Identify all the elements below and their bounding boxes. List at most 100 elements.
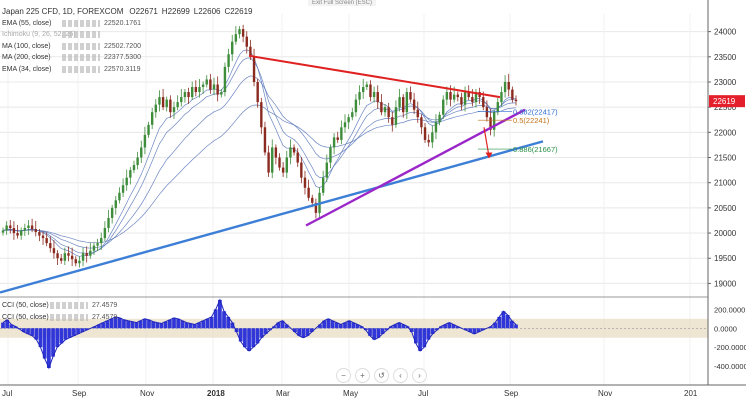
candle-body <box>63 253 67 261</box>
exit-fullscreen-button[interactable]: Exit Full Screen (ESC) <box>308 0 377 6</box>
price-tick-label: 24000 <box>714 28 737 37</box>
candle-body <box>340 127 343 140</box>
price-tick-label: 21500 <box>714 154 737 163</box>
cci-axis[interactable]: 200.0000 0.0000 -200.0000 -400.0000 <box>714 305 746 371</box>
candle-body <box>147 124 150 135</box>
candle-body <box>503 81 507 93</box>
candle-body <box>492 112 496 130</box>
candle-body <box>394 107 398 125</box>
indicator-value: 22570.3119 <box>104 65 141 73</box>
candle-body <box>496 102 500 113</box>
candle-body <box>19 230 23 236</box>
indicator-label: CCI (50, close) <box>2 313 49 321</box>
indicator-value: 22377.5300 <box>104 54 141 61</box>
candle-body <box>256 81 259 103</box>
candle-body <box>303 177 307 188</box>
indicator-row[interactable]: Ichimoku (9, 26, 52, 26) <box>2 29 252 41</box>
candle-body <box>30 225 34 230</box>
candle-body <box>1 230 5 233</box>
candle-body <box>391 117 394 125</box>
candle-body <box>129 170 132 178</box>
candle-body <box>176 102 179 108</box>
indicator-row[interactable]: CCI (50, close) 27.4579 <box>2 300 117 312</box>
indicator-controls-icon[interactable] <box>62 54 100 62</box>
fib-level-label: 0.886(21667) <box>513 145 558 154</box>
red-resistance-line <box>248 54 501 99</box>
indicator-row[interactable]: EMA (34, close) 22570.3119 <box>2 64 252 76</box>
last-price-tag <box>709 95 745 108</box>
indicator-row[interactable]: CCI (50, close) 27.4579 <box>2 312 117 324</box>
price-tick-label: 19000 <box>714 279 737 288</box>
candle-body <box>118 192 121 201</box>
candle-body <box>281 167 285 173</box>
candle-body <box>150 112 154 125</box>
indicator-label: Ichimoku (9, 26, 52, 26) <box>2 31 76 38</box>
scroll-right-button[interactable]: › <box>412 368 427 383</box>
indicator-value: 27.4579 <box>92 313 118 321</box>
symbol-title[interactable]: Japan 225 CFD, 1D, FOREXCOM <box>2 7 124 16</box>
candle-body <box>263 127 267 153</box>
indicator-row[interactable]: EMA (55, close) 22520.1761 <box>2 18 252 30</box>
candle-body <box>34 229 37 233</box>
indicator-value: 22520.1761 <box>104 19 141 27</box>
candle-body <box>274 147 278 158</box>
indicator-controls-icon[interactable] <box>62 42 100 50</box>
time-tick-label: Mar <box>276 389 290 398</box>
reset-button[interactable]: ↺ <box>374 368 389 383</box>
candle-body <box>311 197 314 203</box>
candle-body <box>511 89 514 100</box>
price-tick-label: 20000 <box>714 229 737 238</box>
ma-200-line <box>2 104 517 244</box>
candle-body <box>154 104 158 113</box>
candle-body <box>227 54 230 67</box>
candle-body <box>180 97 183 103</box>
candle-body <box>314 202 318 213</box>
candle-body <box>114 200 117 208</box>
candle-body <box>70 255 74 260</box>
candle-body <box>267 152 270 173</box>
candle-body <box>110 207 114 218</box>
candle-body <box>434 122 438 133</box>
indicator-row[interactable]: MA (100, close) 22502.7200 <box>2 41 252 53</box>
time-tick-label: Sep <box>72 389 87 398</box>
fibonacci-levels: 0.382(22417)0.5(22241) 0.886(21667) <box>478 107 558 154</box>
indicator-label: MA (200, close) <box>2 54 51 61</box>
candle-body <box>136 157 139 166</box>
indicator-controls-icon[interactable] <box>50 302 88 310</box>
candle-body <box>325 162 329 178</box>
scroll-left-button[interactable]: ‹ <box>393 368 408 383</box>
time-axis[interactable]: Jul Sep Nov 2018 Mar May Jul Sep Nov 201 <box>0 384 746 398</box>
candle-body <box>107 217 110 229</box>
price-axis-background <box>708 0 746 402</box>
candle-body <box>372 92 376 98</box>
indicator-row[interactable]: MA (200, close) 22377.5300 <box>2 52 252 64</box>
indicator-controls-icon[interactable] <box>62 31 100 39</box>
last-price-label: 22619 <box>713 97 736 106</box>
candle-body <box>485 107 489 118</box>
cci-series <box>1 298 518 370</box>
candle-body <box>260 102 263 128</box>
indicator-controls-icon[interactable] <box>50 313 88 321</box>
candle-body <box>234 34 238 42</box>
candle-body <box>471 97 474 103</box>
candle-body <box>354 99 358 113</box>
indicator-controls-icon[interactable] <box>62 19 100 27</box>
symbol-row: Japan 225 CFD, 1D, FOREXCOM O22671 H2269… <box>2 6 252 18</box>
time-tick-label: May <box>343 389 358 398</box>
candle-body <box>103 228 107 239</box>
ma-100-line <box>2 75 517 249</box>
candle-body <box>223 66 227 93</box>
candle-body <box>271 147 274 173</box>
candle-body <box>332 137 336 148</box>
fib-level-label: 0.382(22417) <box>513 107 558 116</box>
candle-body <box>460 97 463 105</box>
ema-55-line <box>2 57 517 254</box>
zoom-out-button[interactable]: − <box>336 368 351 383</box>
price-axis[interactable]: 24000 23500 23000 22500 22000 21500 21000 20500… <box>707 0 746 402</box>
candle-body <box>23 228 27 231</box>
zoom-in-button[interactable]: + <box>355 368 370 383</box>
indicator-controls-icon[interactable] <box>62 65 100 73</box>
candle-body <box>16 233 19 236</box>
candle-body <box>482 97 485 108</box>
cci-legend: CCI (50, close) 27.4579 CCI (50, close) … <box>2 300 117 323</box>
